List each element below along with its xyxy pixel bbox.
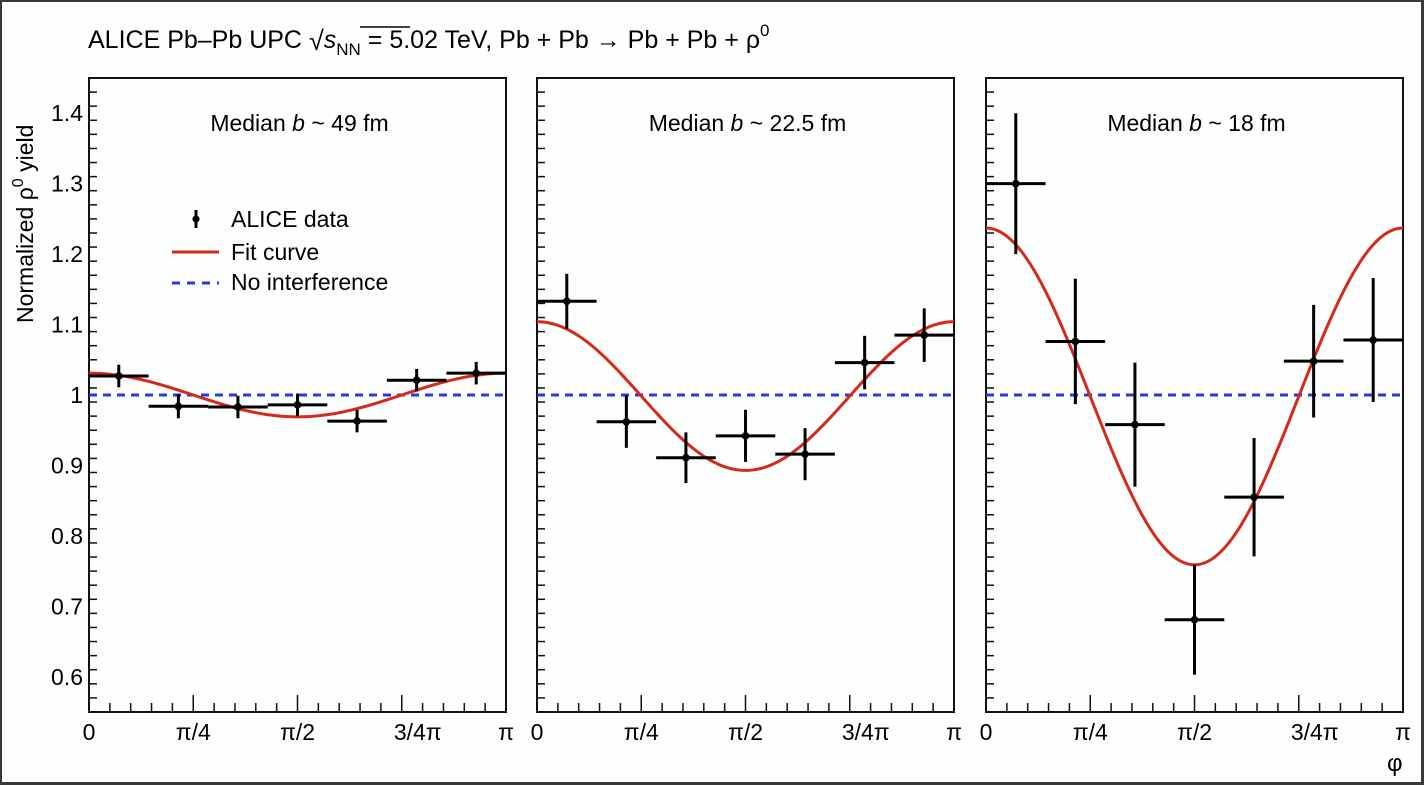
y-tick-label: 0.8 — [51, 523, 83, 549]
panel-title: Median b ~ 49 fm — [210, 110, 388, 136]
panel-title: Median b ~ 18 fm — [1107, 110, 1285, 136]
x-tick-label: 3/4π — [394, 719, 442, 745]
data-point — [834, 335, 895, 390]
data-point — [208, 395, 268, 419]
y-tick-label: 1.1 — [51, 312, 83, 338]
data-marker — [114, 372, 123, 380]
legend-label-fit: Fit curve — [231, 239, 319, 265]
data-marker — [562, 297, 571, 306]
data-point — [775, 428, 835, 481]
data-point — [327, 409, 387, 433]
data-point — [89, 364, 149, 388]
legend-entry-no-interference: No interference — [172, 269, 388, 295]
y-tick-label: 1.3 — [51, 171, 83, 197]
title-subscript: NN — [336, 40, 361, 59]
data-point — [986, 113, 1046, 255]
data-marker — [234, 403, 242, 411]
data-marker — [741, 432, 750, 440]
fit-curve — [536, 320, 955, 472]
x-tick-label: π — [1395, 719, 1411, 745]
data-point — [1164, 564, 1225, 675]
data-marker — [1011, 179, 1020, 188]
data-point — [596, 395, 657, 448]
data-marker — [1131, 420, 1139, 429]
data-marker — [1369, 336, 1378, 344]
x-tick-label: 0 — [83, 719, 96, 745]
x-tick-label: π — [498, 719, 514, 745]
data-point — [1283, 304, 1344, 418]
y-tick-label: 1.2 — [51, 241, 83, 267]
figure-title: ALICE Pb–Pb UPC √sNN = 5.02 TeV, Pb + Pb… — [88, 21, 770, 59]
legend-entry-data: ALICE data — [192, 206, 349, 232]
sqrt-sign: √ — [309, 26, 324, 56]
data-point — [148, 394, 209, 419]
x-tick-label: π/4 — [176, 719, 211, 745]
x-axis-label: φ — [1387, 750, 1403, 777]
legend-data-marker-icon — [192, 215, 200, 223]
x-tick-label: 3/4π — [842, 719, 890, 745]
y-tick-label: 0.9 — [51, 452, 83, 478]
data-point — [1343, 278, 1404, 403]
data-marker — [174, 402, 183, 411]
data-point — [894, 308, 955, 362]
x-tick-label: 0 — [980, 719, 993, 745]
data-marker — [353, 417, 361, 425]
legend: ALICE data Fit curve No interference — [172, 206, 388, 295]
x-tick-label: 3/4π — [1291, 719, 1339, 745]
data-marker — [472, 369, 481, 377]
legend-entry-fit: Fit curve — [172, 239, 319, 265]
legend-label-data: ALICE data — [231, 206, 349, 232]
data-marker — [622, 417, 631, 426]
x-tick-label: 0 — [531, 719, 544, 745]
x-tick-label: π/4 — [624, 719, 659, 745]
x-tick-label: π/2 — [280, 719, 315, 745]
data-marker — [860, 358, 869, 367]
data-marker — [412, 376, 421, 385]
panel-3: 0 π/4 π/2 3/4π π Median b ~ 18 fm — [980, 77, 1411, 745]
panel-title: Median b ~ 22.5 fm — [649, 110, 847, 136]
title-superscript: 0 — [760, 21, 769, 40]
data-marker — [1190, 615, 1199, 624]
fit-curve — [88, 371, 507, 419]
data-marker — [293, 401, 302, 409]
data-marker — [801, 450, 809, 458]
x-tick-label: π/2 — [728, 719, 763, 745]
x-tick-label: π/2 — [1177, 719, 1212, 745]
panel-1: 0.6 0.7 0.8 0.9 1 1.1 1.2 1.3 1.4 0 π/4 π/2 3/4π π Med… — [51, 77, 514, 745]
y-tick-label: 1.4 — [51, 100, 83, 126]
y-tick-label: 1 — [70, 382, 83, 408]
data-marker — [920, 331, 929, 339]
data-point — [267, 393, 328, 417]
data-point — [446, 361, 507, 385]
data-point — [1224, 437, 1284, 557]
y-tick-label: 0.6 — [51, 664, 83, 690]
data-marker — [1071, 337, 1080, 346]
legend-label-no-interference: No interference — [231, 269, 388, 295]
data-marker — [1309, 357, 1318, 365]
data-point — [715, 409, 776, 462]
x-tick-label: π — [946, 719, 962, 745]
data-marker — [1250, 493, 1258, 501]
panel-2: 0 π/4 π/2 3/4π π Median b ~ 22.5 fm — [531, 77, 962, 745]
data-point — [386, 368, 447, 392]
y-axis-label: Normalized ρ0 yield — [10, 125, 38, 323]
data-point — [1105, 362, 1165, 487]
data-point — [656, 432, 716, 484]
data-point — [537, 273, 597, 329]
data-marker — [682, 453, 690, 462]
data-point — [1045, 278, 1106, 405]
title-s: s — [324, 26, 337, 54]
x-tick-label: π/4 — [1073, 719, 1108, 745]
y-tick-label: 0.7 — [51, 593, 83, 619]
